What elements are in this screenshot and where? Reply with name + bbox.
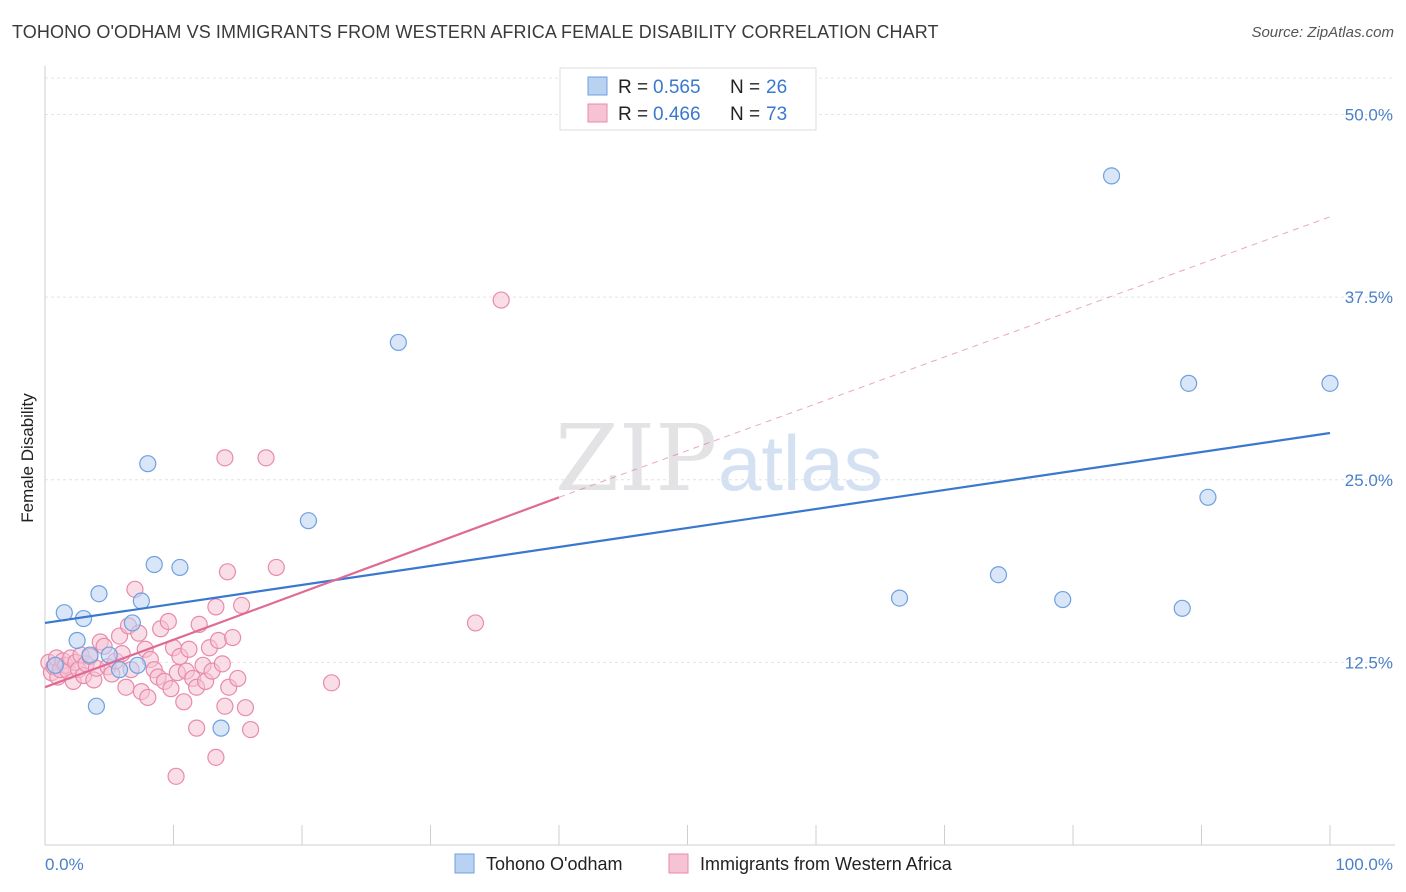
- point-series-2: [322, 674, 341, 692]
- data-points: [40, 167, 1339, 785]
- chart-title: TOHONO O'ODHAM VS IMMIGRANTS FROM WESTER…: [12, 22, 939, 42]
- point-series-1: [1321, 374, 1339, 392]
- point-series-1: [1180, 374, 1198, 392]
- point-series-1: [139, 455, 157, 473]
- point-series-1: [87, 697, 106, 715]
- legend-n-value-2: 73: [766, 104, 787, 125]
- point-series-1: [81, 646, 99, 664]
- point-series-2: [229, 669, 247, 688]
- stats-legend: R = 0.565 N = 26 R = 0.466 N = 73: [559, 67, 817, 131]
- point-series-2: [267, 558, 285, 577]
- point-series-2: [162, 680, 180, 698]
- point-series-1: [1054, 590, 1072, 609]
- point-series-2: [167, 767, 185, 785]
- legend-swatch-series-1: [587, 76, 608, 96]
- x-tick-label-max: 100.0%: [1335, 855, 1393, 874]
- point-series-1: [90, 585, 108, 603]
- legend-n-value-1: 26: [766, 77, 787, 98]
- y-axis-label: Female Disability: [18, 393, 37, 523]
- point-series-2: [492, 291, 510, 309]
- trend-lines: [44, 216, 1331, 689]
- point-series-2: [216, 697, 234, 715]
- legend-r-label-2: R =: [618, 104, 648, 125]
- point-series-1: [46, 656, 64, 674]
- legend-r-label-1: R =: [618, 77, 648, 98]
- legend-r-value-1: 0.565: [653, 77, 701, 98]
- point-series-1: [128, 656, 147, 674]
- x-tick-labels: 0.0% 100.0%: [45, 855, 1393, 874]
- point-series-1: [1102, 167, 1121, 185]
- watermark-atlas: atlas: [718, 419, 883, 507]
- watermark-zip: ZIP: [555, 405, 717, 512]
- legend-n-label-1: N =: [730, 77, 760, 98]
- point-series-1: [171, 558, 189, 577]
- point-series-2: [242, 720, 260, 739]
- legend-n-label-2: N =: [730, 104, 760, 125]
- point-series-2: [257, 449, 275, 467]
- y-tick-label: 37.5%: [1345, 288, 1393, 307]
- grid-lines: [45, 77, 1395, 663]
- point-series-2: [175, 693, 193, 711]
- point-series-1: [132, 592, 150, 610]
- point-series-2: [209, 631, 228, 650]
- point-series-2: [216, 449, 234, 467]
- y-tick-label: 12.5%: [1345, 653, 1393, 672]
- point-series-2: [207, 748, 225, 766]
- legend-r-value-2: 0.466: [653, 104, 701, 125]
- point-series-1: [989, 566, 1008, 584]
- point-series-2: [466, 614, 485, 632]
- point-series-1: [123, 614, 141, 632]
- point-series-1: [1173, 599, 1191, 617]
- point-series-2: [117, 678, 135, 696]
- point-series-2: [188, 719, 206, 737]
- point-series-2: [236, 699, 255, 717]
- point-series-1: [389, 333, 407, 352]
- trend-line-dashed-2: [558, 216, 1331, 498]
- point-series-1: [890, 589, 909, 607]
- point-series-2: [139, 688, 157, 707]
- trend-line-1: [44, 431, 1331, 625]
- point-series-1: [212, 719, 230, 737]
- point-series-1: [299, 512, 318, 530]
- point-series-2: [159, 612, 177, 631]
- legend-swatch-series-2: [587, 103, 608, 123]
- point-series-2: [207, 598, 225, 616]
- point-series-2: [233, 596, 251, 615]
- point-series-2: [180, 640, 198, 658]
- x-tick-label-min: 0.0%: [45, 855, 84, 874]
- series-legend-swatch-1: [454, 853, 475, 874]
- y-tick-label: 25.0%: [1345, 471, 1393, 490]
- axes: [44, 66, 1395, 846]
- point-series-1: [1199, 488, 1217, 506]
- y-tick-labels: 12.5% 25.0% 37.5% 50.0%: [1345, 106, 1393, 673]
- series-legend: Tohono O'odham Immigrants from Western A…: [454, 853, 953, 874]
- point-series-2: [213, 655, 231, 673]
- trend-line-2: [44, 496, 560, 689]
- source-label: Source: ZipAtlas.com: [1251, 24, 1394, 41]
- series-legend-swatch-2: [668, 853, 689, 874]
- y-tick-label: 50.0%: [1345, 106, 1393, 125]
- point-series-1: [110, 661, 129, 679]
- point-series-2: [224, 628, 242, 647]
- point-series-1: [68, 631, 86, 650]
- point-series-2: [218, 563, 237, 581]
- series-legend-label-2: Immigrants from Western Africa: [700, 854, 953, 874]
- point-series-1: [145, 555, 163, 574]
- series-legend-label-1: Tohono O'odham: [486, 854, 623, 874]
